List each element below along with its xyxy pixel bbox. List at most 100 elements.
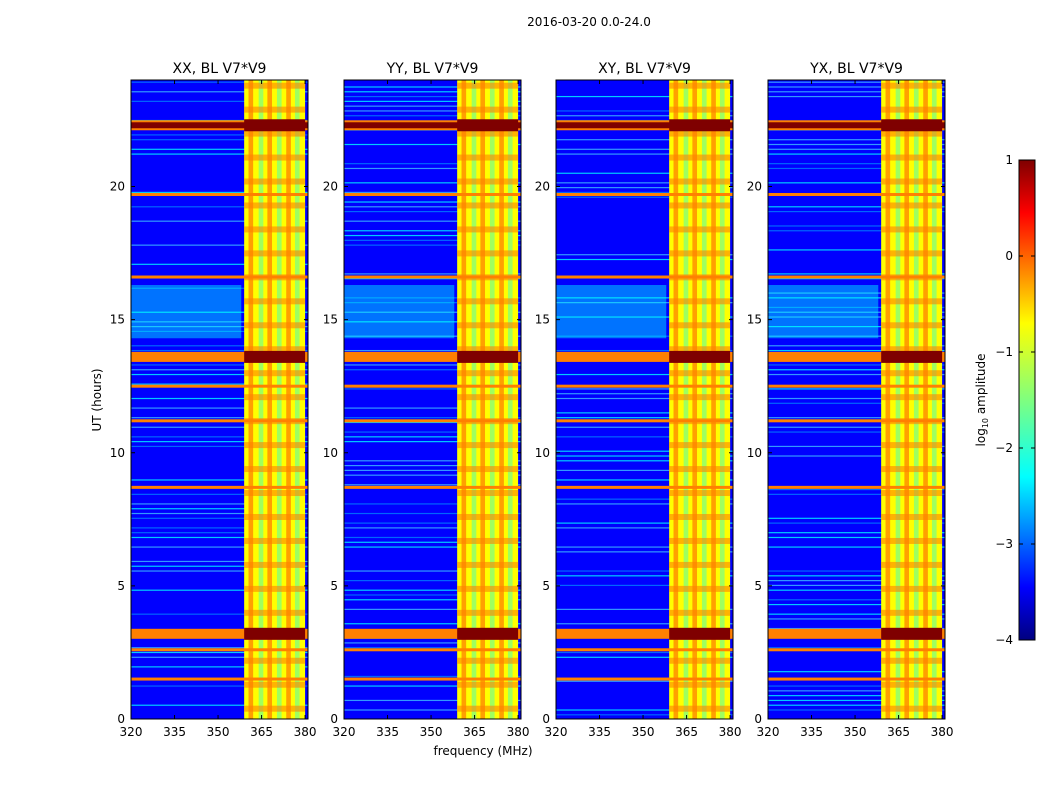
heatmap-block (244, 585, 306, 592)
colorbar-tick-label: 0 (1005, 249, 1013, 263)
heatmap-stripe (131, 263, 308, 265)
heatmap-stripe (131, 153, 308, 155)
heatmap-stripe (131, 493, 308, 495)
heatmap-stripe (131, 445, 308, 448)
heatmap-strongest-row (131, 122, 308, 129)
heatmap-stripe (131, 383, 308, 385)
heatmap-stripe (768, 695, 945, 697)
heatmap-stripe (768, 426, 945, 428)
heatmap-stripe (131, 666, 308, 668)
heatmap-warm-row (131, 677, 308, 681)
heatmap-warm-row (344, 192, 521, 196)
colorbar-label-text: log10 amplitude (974, 354, 990, 447)
heatmap-stripe (556, 498, 733, 500)
heatmap-stripe (556, 297, 733, 299)
heatmap-stripe (344, 474, 521, 476)
heatmap-stripe (768, 613, 945, 615)
heatmap-block (669, 442, 731, 449)
panel-title: XX, BL V7*V9 (173, 61, 267, 77)
heatmap-stripe (131, 685, 308, 687)
heatmap-stripe (556, 527, 733, 529)
x-tick-label: 380 (719, 725, 742, 739)
heatmap-strong-row (344, 628, 521, 639)
heatmap-block (244, 202, 306, 209)
heatmap-strong-row (131, 628, 308, 639)
heatmap-warm-row (344, 384, 521, 388)
heatmap-stripe (344, 599, 521, 601)
heatmap-stripe (344, 580, 521, 582)
heatmap-block (244, 657, 306, 664)
panel-title: YX, BL V7*V9 (809, 61, 903, 77)
heatmap-stripe (768, 210, 945, 213)
heatmap-block (881, 82, 943, 89)
heatmap-stripe (556, 258, 733, 261)
heatmap-stripe (131, 589, 308, 591)
colorbar-label: log10 amplitude (974, 354, 990, 447)
heatmap-block (457, 585, 519, 592)
heatmap-block (244, 370, 306, 377)
y-tick-label: 5 (117, 579, 125, 593)
heatmap-stripe (768, 546, 945, 548)
heatmap-block (457, 130, 519, 137)
heatmap-stripe (344, 431, 521, 433)
heatmap-haze (131, 285, 242, 339)
heatmap-strong-row (344, 351, 521, 362)
panel: YY, BL V7*V9 320 335 350 365 380 0 5 10 15 20 (323, 61, 530, 739)
heatmap-stripe (344, 100, 521, 102)
heatmap-stripe (556, 95, 733, 98)
heatmap-stripe (131, 321, 308, 323)
heatmap-stripe (344, 335, 521, 337)
heatmap-block (881, 130, 943, 137)
heatmap-stripe (344, 541, 521, 543)
heatmap-stripe (768, 95, 945, 98)
heatmap-stripe (344, 608, 521, 610)
heatmap-block (457, 154, 519, 161)
y-tick-label: 10 (747, 446, 762, 460)
heatmap-stripe (768, 86, 945, 88)
heatmap-stripe (131, 479, 308, 481)
heatmap-stripe (768, 153, 945, 155)
heatmap-block (669, 154, 731, 161)
heatmap-block (881, 370, 943, 377)
heatmap-stripe (344, 297, 521, 299)
heatmap-stripe (556, 426, 733, 428)
heatmap-stripe (768, 455, 945, 457)
heatmap-block (244, 82, 306, 89)
heatmap-stripe (344, 110, 521, 112)
heatmap-stripe (768, 273, 945, 275)
heatmap-stripe (556, 115, 733, 117)
heatmap-stripe (344, 191, 521, 194)
heatmap-stripe (131, 527, 308, 529)
heatmap-block (669, 250, 731, 257)
heatmap-block (669, 513, 731, 520)
heatmap-stripe (131, 220, 308, 222)
heatmap-stripe (344, 201, 521, 203)
heatmap-strong-core (669, 627, 731, 640)
heatmap-stripe (344, 234, 521, 237)
heatmap-strong-core (669, 350, 731, 363)
heatmap-stripe (131, 139, 308, 141)
heatmap-strong-core (244, 350, 306, 363)
heatmap-block (244, 298, 306, 305)
heatmap-warm-row (344, 419, 521, 423)
heatmap-stripe (556, 460, 733, 462)
heatmap-block (669, 681, 731, 688)
axes-frame (767, 79, 946, 720)
heatmap-warm-row (131, 275, 308, 279)
heatmap-stripe (768, 589, 945, 591)
heatmap-stripe (556, 139, 733, 141)
heatmap-block (881, 537, 943, 544)
heatmap-block (669, 82, 731, 89)
heatmap-warm-row (768, 384, 945, 388)
heatmap-stripe (344, 546, 521, 548)
x-tick-label: 320 (545, 725, 568, 739)
heatmap-stripe (344, 589, 521, 591)
heatmap-stripe (131, 345, 308, 347)
heatmap-stripe (344, 469, 521, 471)
x-tick-label: 335 (800, 725, 823, 739)
heatmap-stripe (131, 191, 308, 194)
heatmap-stripe (768, 345, 945, 347)
heatmap-block (669, 106, 731, 113)
heatmap-stripe (131, 704, 308, 706)
heatmap-block (457, 513, 519, 520)
